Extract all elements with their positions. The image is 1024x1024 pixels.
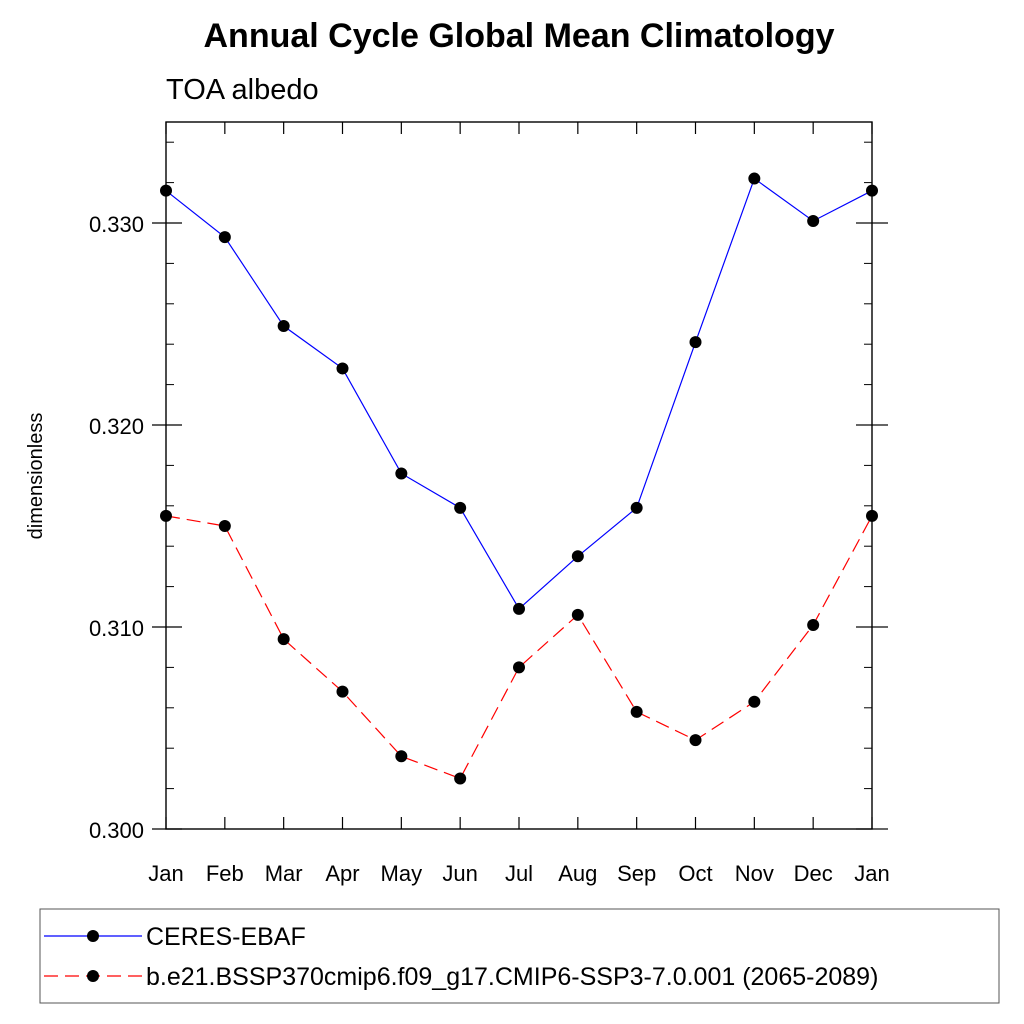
legend-marker xyxy=(87,930,99,942)
x-tick-label: Feb xyxy=(206,861,244,886)
x-tick-label: Nov xyxy=(735,861,774,886)
data-point xyxy=(277,320,290,333)
data-point xyxy=(807,214,820,227)
data-point xyxy=(277,633,290,646)
x-tick-label: May xyxy=(381,861,423,886)
y-tick-label: 0.310 xyxy=(89,616,144,641)
x-tick-label: Jun xyxy=(442,861,477,886)
x-tick-label: Apr xyxy=(325,861,359,886)
x-tick-label: Dec xyxy=(794,861,833,886)
plot-frame xyxy=(165,121,873,830)
data-point xyxy=(336,685,349,698)
x-tick-label: Jul xyxy=(505,861,533,886)
y-tick-label: 0.300 xyxy=(89,818,144,843)
data-point xyxy=(454,501,467,514)
data-point xyxy=(336,362,349,375)
data-point xyxy=(513,661,525,674)
y-tick-label: 0.330 xyxy=(89,212,144,237)
data-point xyxy=(748,695,761,708)
y-axis-label: dimensionless xyxy=(25,413,47,540)
data-point xyxy=(866,184,878,197)
data-point xyxy=(454,772,467,785)
x-tick-label: Mar xyxy=(265,861,303,886)
series-line xyxy=(165,177,873,610)
chart-title: Annual Cycle Global Mean Climatology xyxy=(204,17,835,55)
data-point xyxy=(748,172,761,185)
axes: Jan Feb Mar Apr May Jun Jul Aug Sep Oct Nov Dec Jan0… xyxy=(89,121,890,886)
legend-marker xyxy=(87,970,99,982)
x-tick-label: Jan xyxy=(148,861,183,886)
data-point xyxy=(866,509,878,522)
data-point xyxy=(689,734,702,747)
chart-subtitle: TOA albedo xyxy=(166,74,319,106)
legend-box xyxy=(39,908,1000,1004)
series-line xyxy=(165,515,873,780)
data-point xyxy=(395,467,408,480)
data-point xyxy=(160,509,172,522)
data-point xyxy=(689,336,702,349)
data-point xyxy=(218,520,231,532)
series-group xyxy=(160,509,878,785)
data-point xyxy=(571,608,584,621)
data-point xyxy=(218,231,231,244)
legend-entry-label: b.e21.BSSP370cmip6.f09_g17.CMIP6-SSP3-7.… xyxy=(146,963,878,991)
data-point xyxy=(160,184,172,197)
x-tick-label: Sep xyxy=(617,861,656,886)
series-lines xyxy=(160,172,878,785)
legend: CERES-EBAF b.e21.BSSP370cmip6.f09_g17.CMI… xyxy=(44,923,878,991)
data-point xyxy=(630,501,643,514)
data-point xyxy=(571,550,584,563)
series-group xyxy=(160,172,878,615)
data-point xyxy=(630,705,643,718)
y-tick-label: 0.320 xyxy=(89,414,144,439)
x-tick-label: Oct xyxy=(678,861,712,886)
data-point xyxy=(807,618,820,631)
x-tick-label: Jan xyxy=(854,861,889,886)
data-point xyxy=(395,750,408,763)
legend-entry-label: CERES-EBAF xyxy=(146,923,306,951)
x-tick-label: Aug xyxy=(558,861,597,886)
data-point xyxy=(513,602,525,615)
